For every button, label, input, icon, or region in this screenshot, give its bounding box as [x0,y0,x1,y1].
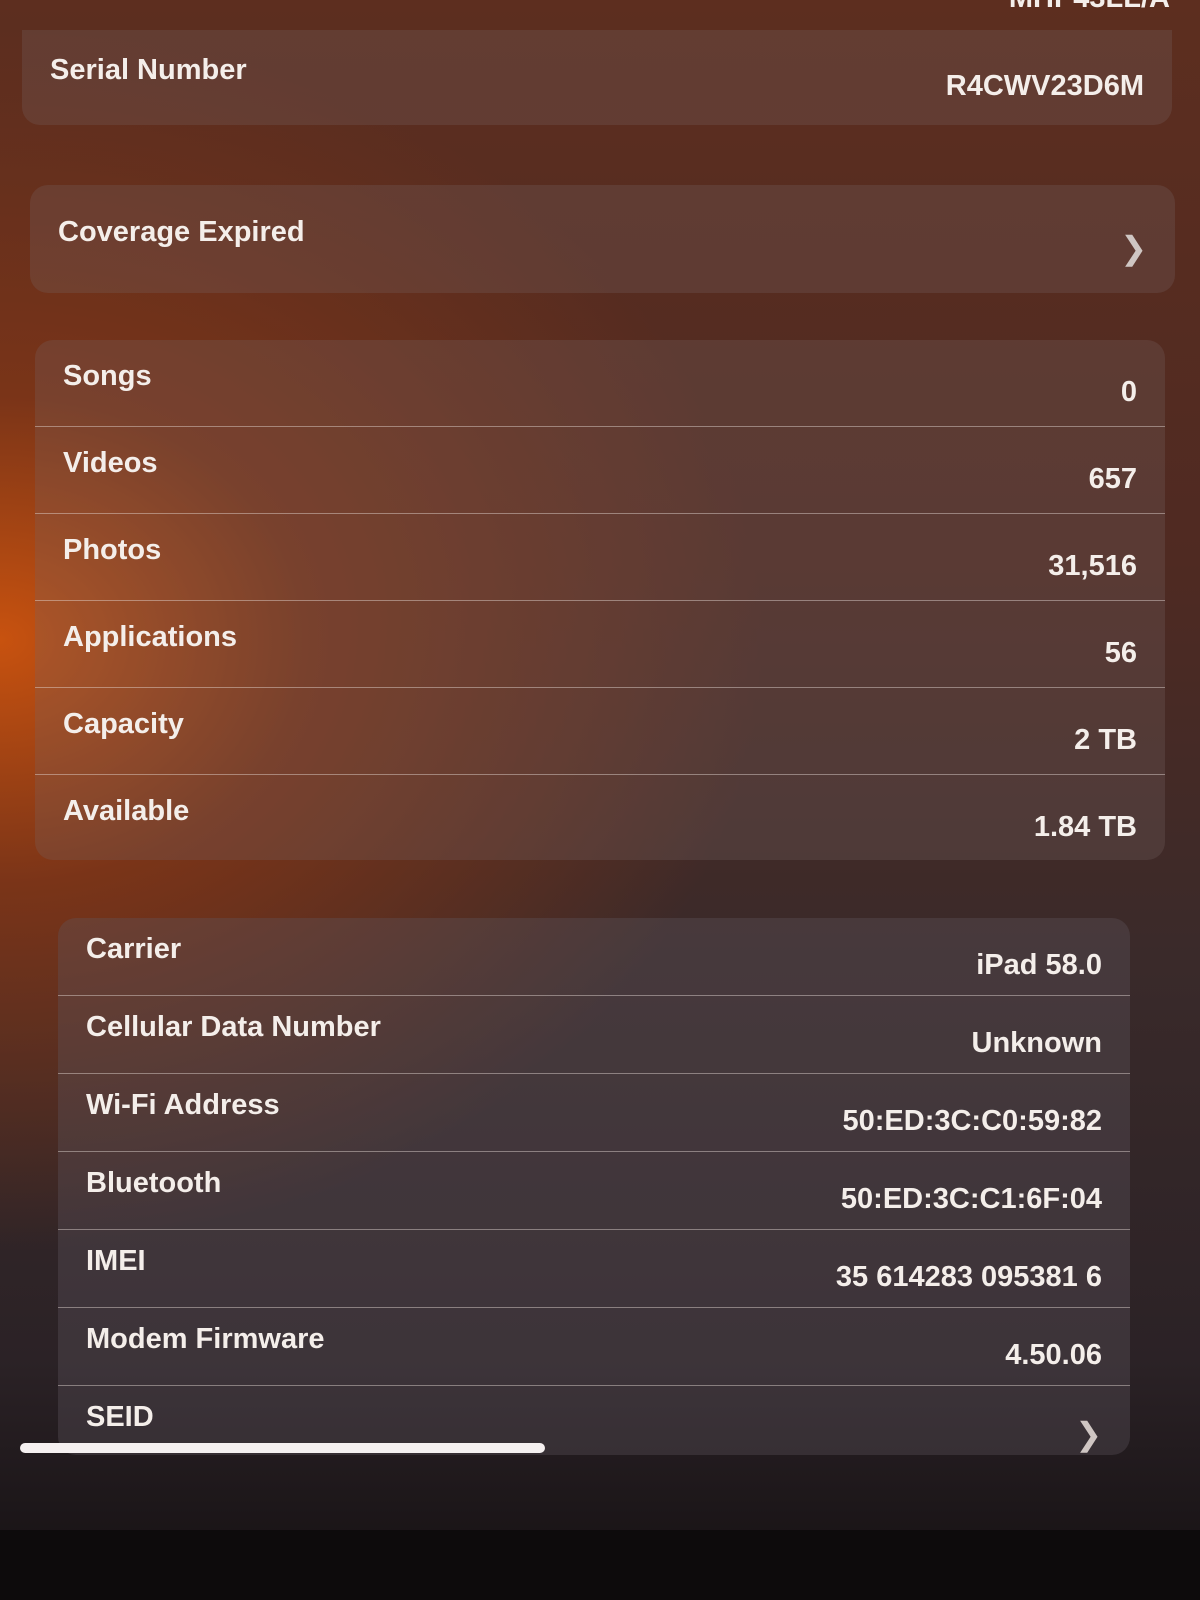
network-label: Cellular Data Number [86,1011,381,1043]
media-value: 0 [1120,375,1137,408]
network-row: Carrier iPad 58.0 [58,918,1130,995]
media-label: Videos [63,446,158,479]
media-value: 31,516 [1048,549,1137,582]
network-row: IMEI 35 614283 095381 6 [58,1229,1130,1307]
model-number-value: MHP43LL/A [1009,0,1170,15]
network-label: Modem Firmware [86,1323,325,1355]
serial-card: Serial Number R4CWV23D6M [22,30,1172,125]
network-value: 50:ED:3C:C1:6F:04 [840,1183,1102,1215]
media-row: Photos 31,516 [35,513,1165,600]
network-label: Carrier [86,933,182,965]
media-label: Capacity [63,707,184,740]
network-value: 35 614283 095381 6 [835,1261,1102,1293]
serial-number-label: Serial Number [50,54,247,86]
media-value: 657 [1088,462,1137,495]
coverage-label: Coverage Expired [58,215,305,248]
serial-number-value: R4CWV23D6M [945,70,1144,102]
media-card: Songs 0 Videos 657 Photos 31,516 Applicatio… [35,340,1165,860]
media-label: Applications [63,620,238,653]
network-row: Bluetooth 50:ED:3C:C1:6F:04 [58,1151,1130,1229]
network-label: Bluetooth [86,1167,222,1199]
seid-row[interactable]: SEID ❯ [58,1385,1130,1463]
network-row: Cellular Data Number Unknown [58,995,1130,1073]
home-indicator[interactable] [20,1443,545,1453]
device-bezel [0,1530,1200,1600]
media-value: 56 [1104,636,1137,669]
network-value: Unknown [971,1027,1103,1059]
chevron-right-icon: ❯ [1120,230,1147,266]
media-label: Photos [63,533,162,566]
coverage-card: Coverage Expired ❯ [30,185,1175,293]
media-value: 1.84 TB [1033,810,1137,843]
network-card: Carrier iPad 58.0 Cellular Data Number Unk… [58,918,1130,1455]
network-row: Modem Firmware 4.50.06 [58,1307,1130,1385]
chevron-right-icon: ❯ [1075,1415,1102,1452]
network-value: 4.50.06 [1005,1339,1102,1371]
network-label: IMEI [86,1245,146,1277]
media-row: Available 1.84 TB [35,774,1165,861]
coverage-row[interactable]: Coverage Expired ❯ [30,185,1175,293]
media-label: Available [63,794,190,827]
media-value: 2 TB [1074,723,1137,756]
media-row: Capacity 2 TB [35,687,1165,774]
media-row: Applications 56 [35,600,1165,687]
serial-number-row[interactable]: Serial Number R4CWV23D6M [22,30,1172,125]
media-label: Songs [63,359,152,392]
network-label: SEID [86,1401,154,1433]
network-label: Wi-Fi Address [86,1089,280,1121]
media-row: Songs 0 [35,340,1165,426]
network-value: 50:ED:3C:C0:59:82 [842,1105,1103,1137]
network-row: Wi-Fi Address 50:ED:3C:C0:59:82 [58,1073,1130,1151]
network-value: iPad 58.0 [976,949,1102,981]
media-row: Videos 657 [35,426,1165,513]
